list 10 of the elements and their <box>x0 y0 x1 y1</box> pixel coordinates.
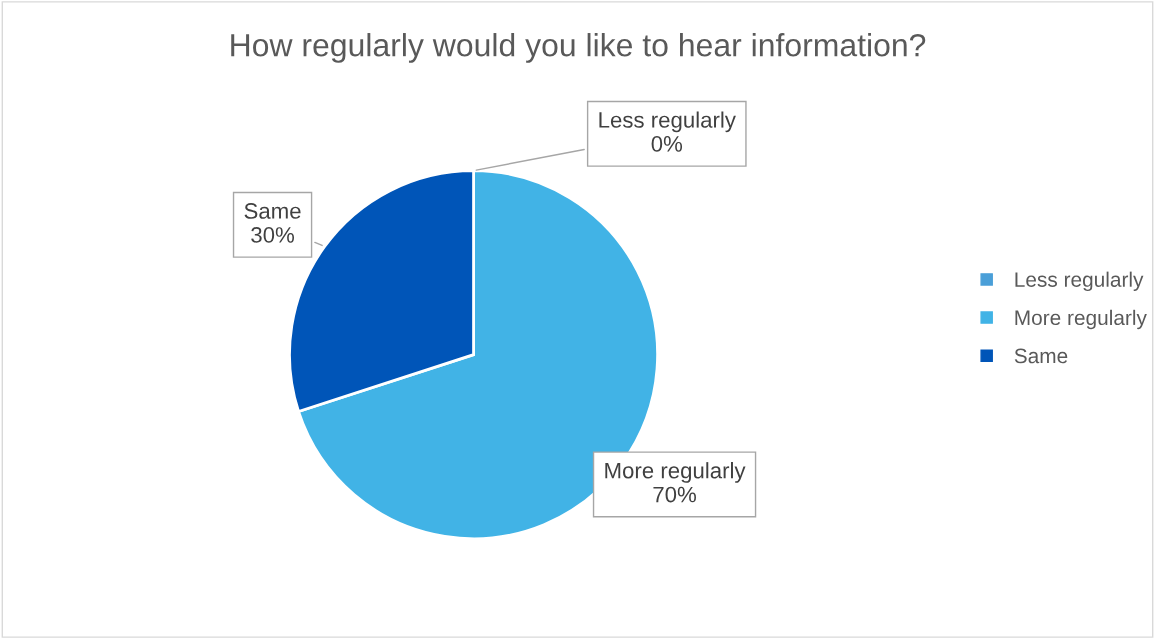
slice-label: Same <box>244 203 301 219</box>
legend-label: Same <box>1014 348 1068 364</box>
legend-label: More regularly <box>1015 309 1147 330</box>
data-label: 30% <box>251 227 294 243</box>
slice-label: More regularly <box>605 462 746 483</box>
legend-label: Less regularly <box>1015 271 1144 292</box>
category-label: Less regularly <box>599 111 736 133</box>
chart-title: How regularly would you like to hear information? <box>231 33 926 63</box>
text: 0% <box>651 136 683 152</box>
data-label: 70% <box>653 486 696 503</box>
